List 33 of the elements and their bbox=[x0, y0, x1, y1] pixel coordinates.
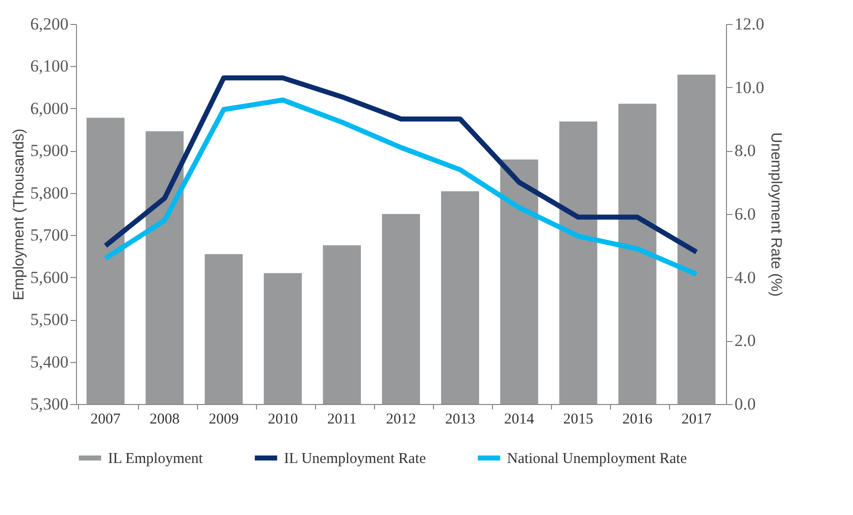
legend-label: IL Unemployment Rate bbox=[284, 451, 426, 467]
y2-tick-label: 2.0 bbox=[734, 331, 756, 350]
y-tick-label: 6,000 bbox=[30, 98, 68, 118]
x-tick-label: 2009 bbox=[208, 412, 239, 428]
legend-label: IL Employment bbox=[108, 451, 204, 467]
x-tick-label: 2011 bbox=[327, 412, 357, 428]
x-tick-label: 2007 bbox=[90, 412, 122, 428]
y-axis-title: Employment (Thousands) bbox=[10, 128, 28, 300]
y2-tick-label: 0.0 bbox=[734, 394, 756, 414]
y2-tick-label: 10.0 bbox=[734, 78, 764, 97]
y-tick-label: 5,600 bbox=[30, 268, 68, 287]
y-tick-label: 5,400 bbox=[30, 352, 68, 372]
x-tick-label: 2008 bbox=[150, 412, 180, 428]
y-tick-label: 5,700 bbox=[30, 226, 68, 245]
y2-tick-label: 4.0 bbox=[734, 268, 756, 287]
y-tick-label: 5,900 bbox=[30, 141, 68, 160]
x-tick-label: 2014 bbox=[504, 412, 535, 428]
y-tick-label: 6,100 bbox=[30, 56, 68, 76]
y-tick-label: 6,200 bbox=[30, 14, 68, 34]
x-tick-label: 2010 bbox=[268, 412, 298, 428]
y-tick-label: 5,800 bbox=[30, 183, 68, 202]
y2-tick-label: 12.0 bbox=[734, 14, 764, 34]
y-tick-label: 5,500 bbox=[30, 310, 68, 330]
x-tick-label: 2013 bbox=[445, 412, 476, 428]
y2-axis-title: Unemployment Rate (%) bbox=[767, 132, 784, 297]
y2-tick-label: 8.0 bbox=[734, 141, 756, 160]
y-tick-label: 5,300 bbox=[30, 394, 68, 414]
y2-tick-label: 6.0 bbox=[734, 204, 756, 224]
x-tick-label: 2016 bbox=[622, 412, 653, 428]
x-tick-label: 2015 bbox=[563, 412, 594, 428]
legend-label: National Unemployment Rate bbox=[507, 451, 688, 467]
x-tick-label: 2017 bbox=[681, 412, 712, 428]
x-tick-label: 2012 bbox=[386, 412, 416, 428]
